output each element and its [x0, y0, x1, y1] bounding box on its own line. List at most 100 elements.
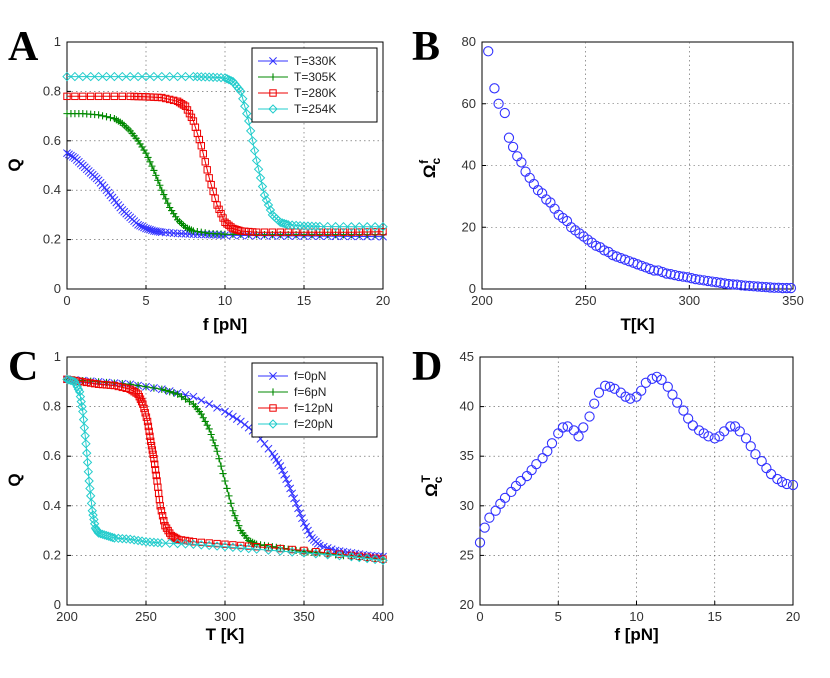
data-point [148, 446, 157, 454]
data-point [147, 441, 156, 450]
legend-label: T=280K [294, 86, 336, 100]
data-point [300, 228, 308, 236]
data-point [740, 433, 752, 444]
data-point [102, 113, 111, 121]
data-point [81, 439, 91, 449]
data-point [745, 441, 756, 452]
data-point [593, 387, 605, 398]
data-point [219, 214, 227, 222]
data-point [136, 395, 145, 403]
data-point [149, 450, 157, 459]
data-point [355, 228, 364, 236]
data-point [160, 190, 168, 199]
legend-marker [269, 388, 277, 396]
series-line [66, 378, 384, 561]
data-point [107, 532, 118, 543]
data-point [236, 543, 246, 553]
data-point [260, 439, 269, 448]
data-point [75, 391, 86, 402]
x-axis-label: f [pN] [614, 625, 658, 644]
x-tick-label: 200 [471, 293, 493, 308]
data-point [147, 437, 155, 446]
data-point [578, 422, 589, 433]
data-point [228, 542, 238, 553]
data-point [744, 280, 755, 292]
data-point [221, 540, 229, 548]
data-point [149, 71, 159, 82]
data-point [242, 108, 252, 119]
data-point [769, 282, 780, 293]
y-tick-label: 1 [54, 34, 61, 49]
data-point [251, 155, 262, 166]
data-point [181, 395, 190, 403]
data-point [201, 158, 209, 166]
data-point [694, 274, 705, 285]
data-point [197, 396, 206, 405]
data-point [673, 270, 685, 282]
data-point [87, 377, 95, 385]
data-point [316, 228, 324, 236]
data-point [233, 517, 241, 525]
data-point [682, 272, 693, 283]
x-tick-label: 350 [782, 293, 804, 308]
data-point [219, 469, 227, 478]
data-point [265, 205, 276, 215]
data-point [756, 281, 768, 292]
data-point [79, 422, 90, 433]
panel-b: B 200 250 300 350 0 20 40 60 80 T[K] Ωcf [412, 24, 804, 334]
y-tick-label: 0 [469, 281, 476, 296]
data-point [371, 228, 379, 236]
x-tick-label: 10 [218, 293, 232, 308]
data-point [172, 71, 183, 82]
data-point [172, 538, 183, 549]
data-point [245, 227, 253, 236]
data-point [149, 537, 159, 548]
data-point [362, 222, 372, 232]
y-tick-label: 25 [460, 547, 474, 562]
data-point [158, 385, 166, 393]
data-point [311, 221, 321, 232]
data-point [89, 519, 100, 529]
data-point [173, 535, 182, 543]
x-tick-label: 0 [476, 609, 483, 624]
data-point [109, 71, 120, 82]
data-point [243, 116, 254, 126]
data-point [150, 460, 159, 468]
legend: T=330K T=305K T=280K T=254K [251, 47, 378, 123]
y-tick-label: 30 [460, 498, 474, 513]
data-point [217, 462, 225, 470]
data-point [272, 543, 280, 551]
data-point [731, 279, 743, 290]
data-point [90, 379, 99, 388]
data-point [756, 456, 767, 467]
data-point [197, 538, 206, 547]
data-point [263, 545, 274, 555]
panel-letter-a: A [8, 24, 39, 70]
x-tick-label: 15 [297, 293, 311, 308]
data-point [63, 92, 71, 101]
data-point [174, 390, 182, 398]
data-point [162, 195, 170, 203]
data-point [134, 390, 142, 398]
data-point [68, 152, 77, 161]
data-point [137, 536, 147, 546]
data-point [573, 431, 584, 442]
series-t-305k [63, 110, 387, 239]
data-point [557, 422, 569, 433]
data-point [734, 426, 745, 437]
series-line [66, 152, 384, 238]
data-point [347, 228, 356, 236]
legend-marker [268, 419, 278, 429]
x-tick-label: 350 [293, 609, 315, 624]
x-axis-label: T [K] [206, 625, 245, 644]
data-point [141, 409, 149, 417]
data-point [787, 479, 799, 491]
data-point [106, 381, 115, 389]
x-tick-label: 250 [575, 293, 597, 308]
data-point [162, 94, 170, 103]
data-point [709, 433, 720, 444]
data-point [490, 505, 501, 516]
y-tick-label: 0.4 [43, 498, 61, 513]
data-point [205, 539, 213, 547]
